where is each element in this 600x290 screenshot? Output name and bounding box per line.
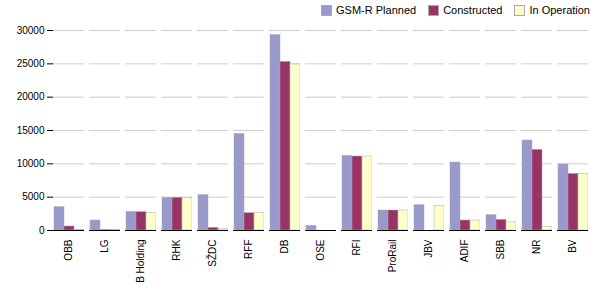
svg-text:25000: 25000	[17, 58, 45, 69]
svg-text:ADIF: ADIF	[459, 240, 470, 263]
svg-text:5000: 5000	[22, 191, 45, 202]
svg-text:RHK: RHK	[171, 239, 182, 260]
svg-text:10000: 10000	[17, 158, 45, 169]
svg-text:RFI: RFI	[351, 240, 362, 256]
svg-text:NR: NR	[531, 240, 542, 254]
svg-text:JBV: JBV	[423, 239, 434, 258]
svg-text:OBB: OBB	[63, 239, 74, 260]
svg-text:15000: 15000	[17, 125, 45, 136]
svg-text:RFF: RFF	[243, 240, 254, 259]
svg-text:B Holding: B Holding	[135, 240, 146, 283]
svg-text:30000: 30000	[17, 25, 45, 36]
svg-text:20000: 20000	[17, 91, 45, 102]
html-text:In Operation: In Operation	[529, 4, 590, 16]
html-text:GSM-R Planned: GSM-R Planned	[336, 4, 417, 16]
svg-text:SBB: SBB	[495, 239, 506, 259]
svg-text:BV: BV	[567, 239, 578, 253]
html-text:Constructed: Constructed	[443, 4, 503, 16]
svg-text:ProRail: ProRail	[387, 240, 398, 273]
svg-text:0: 0	[39, 225, 45, 236]
svg-text:LG: LG	[99, 239, 110, 253]
svg-text:SŽDC: SŽDC	[206, 240, 218, 267]
svg-text:DB: DB	[279, 239, 290, 253]
svg-text:OSE: OSE	[315, 239, 326, 260]
